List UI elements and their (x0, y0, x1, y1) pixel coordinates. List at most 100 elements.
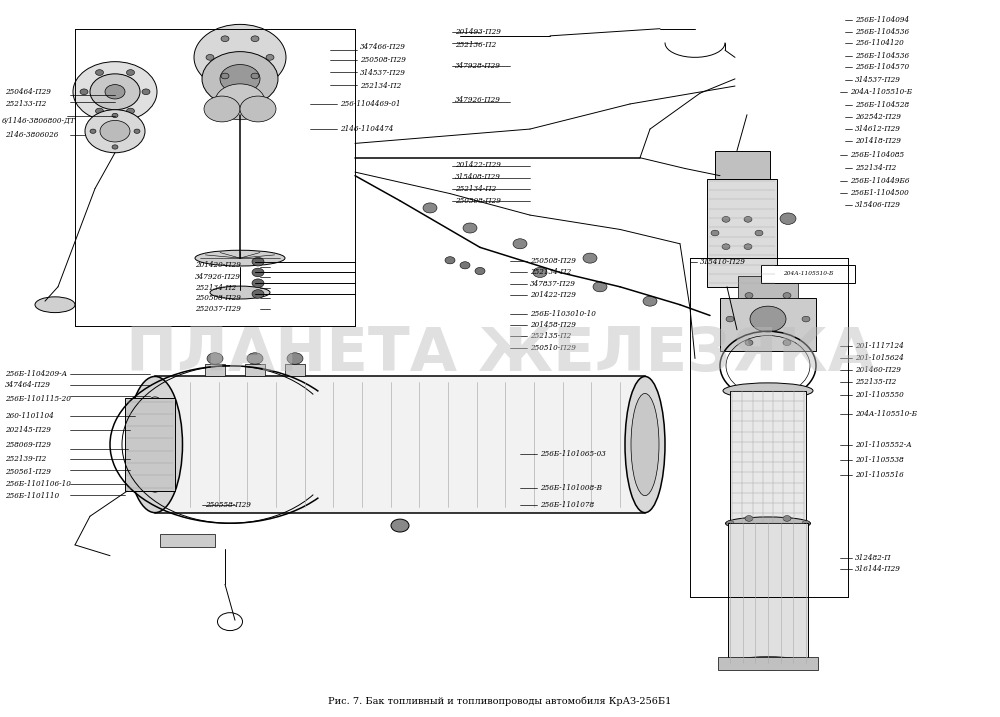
Text: 250508-П29: 250508-П29 (195, 294, 241, 303)
Circle shape (220, 65, 260, 93)
Text: 6/1146-3806800-ДТ: 6/1146-3806800-ДТ (2, 116, 76, 125)
Text: 256Б-1104085: 256Б-1104085 (850, 151, 904, 159)
Text: 256Б-1103010-10: 256Б-1103010-10 (530, 310, 596, 318)
Bar (738, 276, 798, 298)
Text: 256Б-110449Б6: 256Б-110449Б6 (850, 176, 910, 185)
Bar (285, 364, 305, 376)
Circle shape (745, 516, 753, 521)
Circle shape (240, 96, 276, 122)
Circle shape (460, 262, 470, 269)
Text: 252133-П2: 252133-П2 (5, 100, 46, 108)
Text: 201422-П29: 201422-П29 (530, 291, 576, 300)
Text: 256Б-1104570: 256Б-1104570 (855, 63, 909, 72)
Circle shape (513, 239, 527, 249)
Text: 250508-П29: 250508-П29 (530, 257, 576, 265)
Bar (155, 376, 645, 513)
Text: 347926-П29: 347926-П29 (455, 96, 501, 105)
Text: 252134-П2: 252134-П2 (360, 82, 401, 90)
Text: 256Б-1101115-20: 256Б-1101115-20 (5, 394, 71, 403)
Circle shape (287, 353, 303, 364)
Text: 256Б-1101065-03: 256Б-1101065-03 (540, 450, 606, 458)
Text: 201460-П29: 201460-П29 (855, 366, 901, 374)
Text: 201-1105552-А: 201-1105552-А (855, 440, 912, 449)
Text: 347837-П29: 347837-П29 (530, 280, 576, 288)
Circle shape (126, 108, 134, 114)
Bar (718, 657, 818, 670)
Text: 252134-П2: 252134-П2 (855, 164, 896, 173)
Text: 250508-П29: 250508-П29 (360, 55, 406, 64)
Circle shape (750, 306, 786, 332)
Circle shape (802, 521, 810, 526)
Circle shape (593, 282, 607, 292)
Circle shape (783, 526, 791, 531)
Circle shape (95, 108, 104, 114)
Circle shape (252, 257, 264, 266)
Bar (715, 151, 770, 179)
Text: 2146-3806026: 2146-3806026 (5, 130, 58, 139)
Text: Рис. 7. Бак топливный и топливопроводы автомобиля КрАЗ-256Б1: Рис. 7. Бак топливный и топливопроводы а… (328, 696, 672, 706)
Circle shape (463, 223, 477, 233)
Circle shape (247, 353, 263, 364)
Text: 258069-П29: 258069-П29 (5, 440, 51, 449)
Text: 256Б-1104536: 256Б-1104536 (855, 27, 909, 36)
Ellipse shape (726, 517, 810, 530)
Circle shape (802, 316, 810, 322)
Text: 347466-П29: 347466-П29 (360, 43, 406, 52)
Text: 316144-П29: 316144-П29 (855, 565, 901, 574)
Bar (125, 398, 175, 491)
Text: 201420-П29: 201420-П29 (195, 261, 241, 270)
Circle shape (251, 73, 259, 79)
Text: 250508-П29: 250508-П29 (455, 197, 501, 206)
Ellipse shape (210, 286, 270, 299)
Text: 201418-П29: 201418-П29 (855, 137, 901, 146)
Text: 256Б-1101008-В: 256Б-1101008-В (540, 483, 602, 492)
Circle shape (266, 54, 274, 60)
Text: 201-1105538: 201-1105538 (855, 456, 904, 465)
Circle shape (194, 24, 286, 90)
Ellipse shape (723, 383, 813, 399)
Circle shape (207, 353, 223, 364)
Circle shape (423, 203, 437, 213)
Circle shape (783, 293, 791, 298)
Ellipse shape (625, 376, 665, 513)
Text: 201422-П29: 201422-П29 (455, 161, 501, 169)
Text: 256Б-1104094: 256Б-1104094 (855, 16, 909, 24)
Text: 314537-П29: 314537-П29 (855, 75, 901, 84)
Text: 252136-П2: 252136-П2 (455, 41, 496, 49)
Circle shape (711, 230, 719, 236)
Text: 201-1105516: 201-1105516 (855, 471, 904, 480)
Text: 347926-П29: 347926-П29 (195, 272, 241, 281)
Circle shape (745, 526, 753, 531)
Text: 256-1104120: 256-1104120 (855, 39, 904, 47)
Circle shape (73, 62, 157, 122)
Circle shape (722, 244, 730, 250)
Circle shape (780, 213, 796, 224)
Text: 204А-1105510-Б: 204А-1105510-Б (855, 409, 917, 418)
Text: 347464-П29: 347464-П29 (5, 381, 51, 389)
Circle shape (252, 290, 264, 298)
Text: 201-1105550: 201-1105550 (855, 391, 904, 399)
Text: 252134-П2: 252134-П2 (195, 283, 236, 292)
Circle shape (142, 89, 150, 95)
Circle shape (726, 316, 734, 322)
Text: 201-1117124: 201-1117124 (855, 341, 904, 350)
Text: 312482-П: 312482-П (855, 554, 892, 562)
Ellipse shape (128, 376, 182, 513)
Text: 256Б-1104209-А: 256Б-1104209-А (5, 370, 67, 379)
Circle shape (391, 519, 409, 532)
Text: 260-1101104: 260-1101104 (5, 412, 54, 420)
Text: 256Б-1101110: 256Б-1101110 (5, 492, 59, 500)
Circle shape (643, 296, 657, 306)
Text: 250558-П29: 250558-П29 (205, 501, 251, 510)
Circle shape (100, 120, 130, 142)
Text: 315408-П29: 315408-П29 (455, 173, 501, 181)
Text: 347928-П29: 347928-П29 (455, 62, 501, 70)
Ellipse shape (631, 394, 659, 495)
Circle shape (112, 145, 118, 149)
Circle shape (112, 113, 118, 118)
Text: 314612-П29: 314612-П29 (855, 125, 901, 133)
Circle shape (533, 267, 547, 277)
Bar (160, 534, 215, 547)
Circle shape (90, 74, 140, 110)
Circle shape (745, 293, 753, 298)
